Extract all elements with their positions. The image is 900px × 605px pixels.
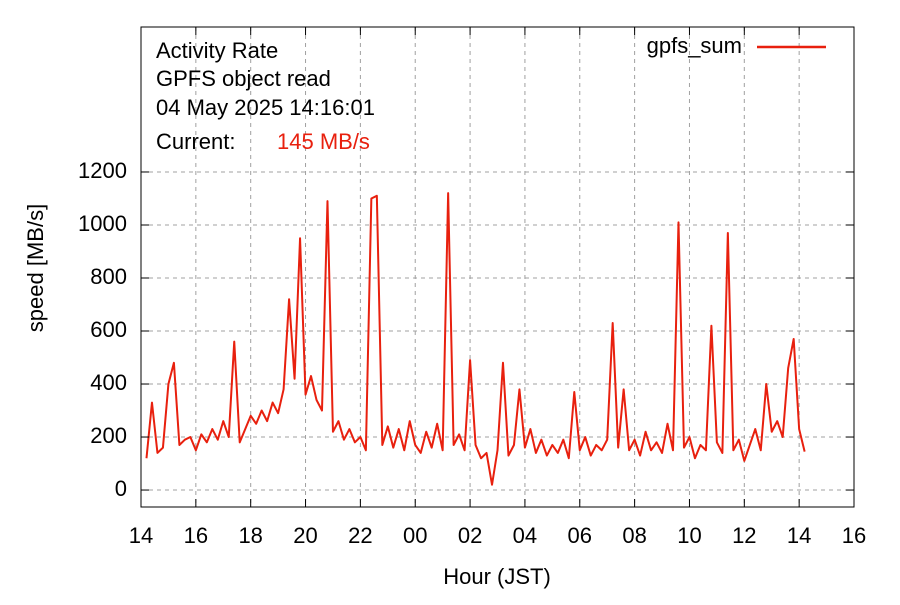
x-tick-label: 14 [787, 523, 811, 548]
x-tick-label: 10 [677, 523, 701, 548]
x-tick-label: 04 [513, 523, 537, 548]
x-tick-label: 08 [622, 523, 646, 548]
y-tick-label: 200 [90, 423, 127, 448]
x-axis-label: Hour (JST) [443, 564, 551, 589]
y-tick-label: 400 [90, 370, 127, 395]
x-tick-label: 16 [184, 523, 208, 548]
x-tick-label: 20 [293, 523, 317, 548]
x-tick-label: 14 [129, 523, 153, 548]
current-value: 145 MB/s [277, 129, 370, 154]
plot-frame [140, 26, 855, 508]
y-tick-label: 800 [90, 264, 127, 289]
data-line [145, 192, 806, 486]
y-tick-label: 0 [115, 476, 127, 501]
chart-title: Activity Rate [156, 38, 278, 63]
x-tick-label: 00 [403, 523, 427, 548]
x-tick-label: 22 [348, 523, 372, 548]
chart-subtitle: GPFS object read [156, 66, 331, 91]
y-tick-label: 1000 [78, 211, 127, 236]
x-tick-label: 06 [568, 523, 592, 548]
plot [140, 27, 855, 507]
timestamp: 04 May 2025 14:16:01 [156, 95, 375, 120]
y-tick-label: 600 [90, 317, 127, 342]
legend-label: gpfs_sum [647, 33, 742, 58]
x-tick-label: 02 [458, 523, 482, 548]
x-tick-label: 18 [238, 523, 262, 548]
x-tick-label: 16 [842, 523, 866, 548]
y-tick-label: 1200 [78, 158, 127, 183]
x-tick-label: 12 [732, 523, 756, 548]
current-label: Current: [156, 129, 235, 154]
y-axis-label: speed [MB/s] [23, 204, 48, 332]
